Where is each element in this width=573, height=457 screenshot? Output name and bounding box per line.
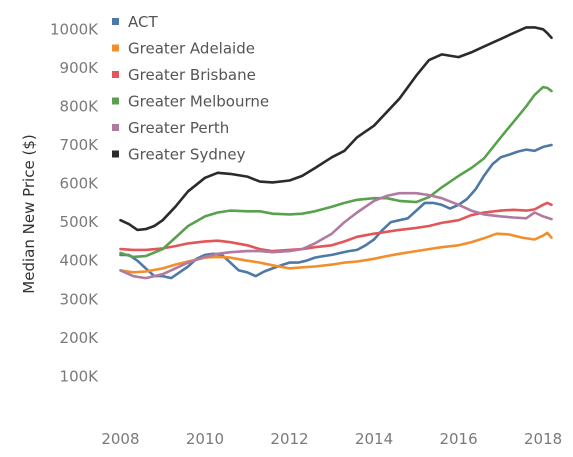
legend-label: ACT [128, 13, 158, 31]
series-line-act [119, 143, 553, 280]
legend-label: Greater Brisbane [128, 66, 256, 84]
legend-swatch [112, 18, 119, 25]
legend-label: Greater Sydney [128, 146, 246, 164]
x-tick-label: 2010 [186, 430, 224, 448]
y-tick-label: 600K [60, 175, 100, 193]
x-axis-ticks: 2008 2010 2012 2014 2016 2018 [101, 430, 562, 448]
x-tick-label: 2012 [270, 430, 308, 448]
series-line-greater-melbourne [119, 85, 553, 259]
y-axis-title: Median New Price ($) [20, 134, 38, 293]
y-tick-label: 900K [60, 59, 100, 77]
series-line-greater-perth [119, 191, 553, 280]
legend-swatch [112, 44, 119, 52]
y-tick-label: 700K [60, 136, 100, 154]
legend-swatch [112, 71, 119, 78]
y-tick-label: 200K [60, 329, 100, 347]
x-tick-label: 2008 [101, 430, 139, 448]
y-tick-label: 400K [60, 252, 100, 270]
legend-label: Greater Perth [128, 119, 229, 137]
x-tick-label: 2016 [439, 430, 477, 448]
legend-swatch [112, 150, 119, 158]
legend-label: Greater Adelaide [128, 40, 255, 58]
y-tick-label: 1000K [50, 20, 99, 38]
series-line-greater-brisbane [119, 201, 553, 253]
legend-swatch [112, 124, 119, 131]
y-tick-label: 800K [60, 97, 100, 115]
series-lines [119, 26, 553, 280]
y-tick-label: 500K [60, 213, 100, 231]
y-tick-label: 100K [60, 367, 100, 385]
legend-label: Greater Melbourne [128, 93, 269, 111]
legend: ACT Greater Adelaide Greater Brisbane Great… [112, 13, 269, 164]
y-axis-ticks: 100K 200K 300K 400K 500K 600K 700K 800K 900K 1000… [50, 20, 99, 385]
series-line-greater-sydney [119, 26, 553, 232]
x-tick-label: 2018 [524, 430, 562, 448]
legend-swatch [112, 97, 119, 105]
x-tick-label: 2014 [355, 430, 393, 448]
series-line-greater-adelaide [119, 231, 553, 274]
y-tick-label: 300K [60, 290, 100, 308]
